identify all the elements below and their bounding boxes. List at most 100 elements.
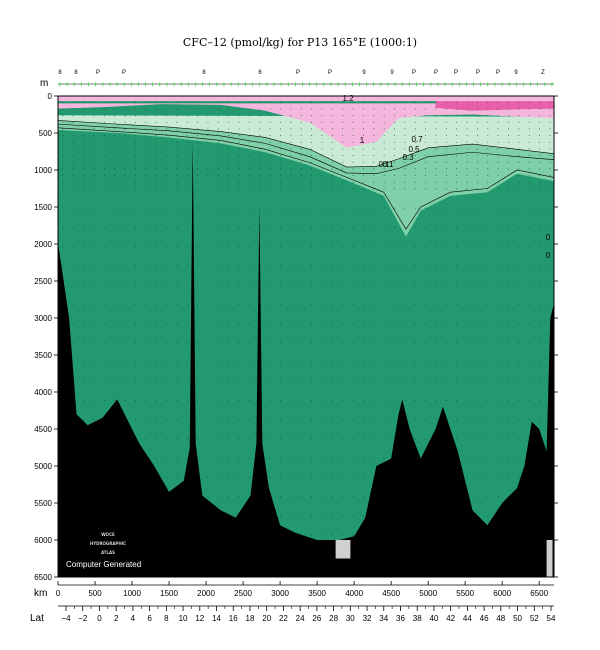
sample-dot (539, 207, 540, 209)
sample-dot (280, 419, 281, 421)
sample-dot (425, 284, 426, 286)
station-marker: + (329, 80, 334, 89)
sample-dot (342, 246, 344, 248)
sample-dot (497, 155, 499, 156)
sample-dot (518, 438, 520, 440)
sample-dot (186, 342, 188, 344)
sample-dot (549, 148, 551, 150)
sample-dot (425, 438, 426, 440)
sample-dot (259, 161, 261, 163)
sample-dot (145, 155, 147, 156)
station-marker: + (371, 80, 376, 89)
below-range-patch (546, 540, 553, 577)
sample-dot (342, 128, 344, 130)
sample-dot (539, 303, 540, 305)
depth-tick-label: 3500 (34, 351, 52, 360)
sample-dot (248, 121, 250, 123)
sample-dot (62, 141, 64, 143)
sample-dot (155, 188, 157, 190)
sample-dot (456, 181, 458, 183)
sample-dot (114, 188, 116, 190)
concentration-band-2 (58, 103, 554, 148)
sample-dot (62, 168, 64, 170)
sample-dot (186, 188, 188, 190)
sample-dot (290, 101, 292, 103)
sample-dot (363, 342, 364, 344)
station-label: P (434, 70, 438, 76)
sample-dot (487, 284, 489, 286)
sample-dot (549, 323, 551, 324)
sample-dot (425, 155, 426, 156)
sample-dot (497, 323, 499, 324)
sample-dot (363, 380, 364, 382)
sample-dot (414, 246, 416, 248)
sample-dot (145, 141, 147, 143)
sample-dot (456, 175, 458, 176)
sample-dot (290, 128, 292, 130)
sample-dot (352, 168, 354, 170)
sample-dot (487, 207, 489, 209)
sample-dot (342, 161, 344, 163)
sample-dot (103, 380, 105, 382)
sample-dot (186, 226, 188, 228)
sample-dot (477, 101, 478, 103)
sample-dot (134, 361, 136, 363)
sample-dot (300, 323, 302, 324)
sample-dot (425, 246, 426, 248)
sample-dot (528, 246, 530, 248)
sample-dot (477, 148, 478, 150)
sample-dot (414, 265, 416, 267)
sample-dot (114, 168, 116, 170)
sample-dot (352, 438, 354, 440)
sample-dot (363, 115, 364, 117)
sample-dot (445, 155, 447, 156)
sample-dot (300, 265, 302, 267)
sample-dot (394, 342, 395, 344)
sample-dot (83, 380, 84, 382)
sample-dot (290, 148, 292, 150)
sample-dot (394, 380, 395, 382)
sample-dot (186, 121, 188, 123)
sample-dot (248, 284, 250, 286)
station-marker: + (436, 80, 441, 89)
sample-dot (103, 207, 105, 209)
sample-dot (300, 168, 302, 170)
sample-dot (155, 265, 157, 267)
station-marker: + (300, 80, 305, 89)
sample-dot (487, 188, 489, 190)
sample-dot (145, 175, 147, 176)
sample-dot (477, 108, 478, 110)
sample-dot (539, 265, 540, 267)
sample-dot (456, 115, 458, 117)
sample-dot (124, 168, 126, 170)
sample-dot (508, 207, 509, 209)
sample-dot (445, 115, 447, 117)
sample-dot (383, 101, 385, 103)
sample-dot (259, 188, 261, 190)
sample-dot (176, 265, 178, 267)
sample-dot (290, 246, 292, 248)
sample-dot (425, 108, 426, 110)
sample-dot (155, 361, 157, 363)
sample-dot (207, 121, 209, 123)
sample-dot (83, 188, 84, 190)
sample-dot (404, 361, 406, 363)
sample-dot (290, 323, 292, 324)
sample-dot (342, 148, 344, 150)
sample-dot (300, 161, 302, 163)
station-marker: + (250, 80, 255, 89)
sample-dot (228, 101, 230, 103)
sample-dot (186, 457, 188, 459)
station-marker: + (428, 80, 433, 89)
sample-dot (300, 477, 302, 478)
sample-dot (414, 168, 416, 170)
sample-dot (186, 265, 188, 267)
sample-dot (435, 155, 437, 156)
sample-dot (549, 284, 551, 286)
latitude-tick-label: 10 (179, 614, 188, 623)
station-marker: + (222, 80, 227, 89)
sample-dot (290, 108, 292, 110)
contour-label: 0 (546, 251, 551, 260)
sample-dot (528, 121, 530, 123)
sample-dot (300, 515, 302, 517)
